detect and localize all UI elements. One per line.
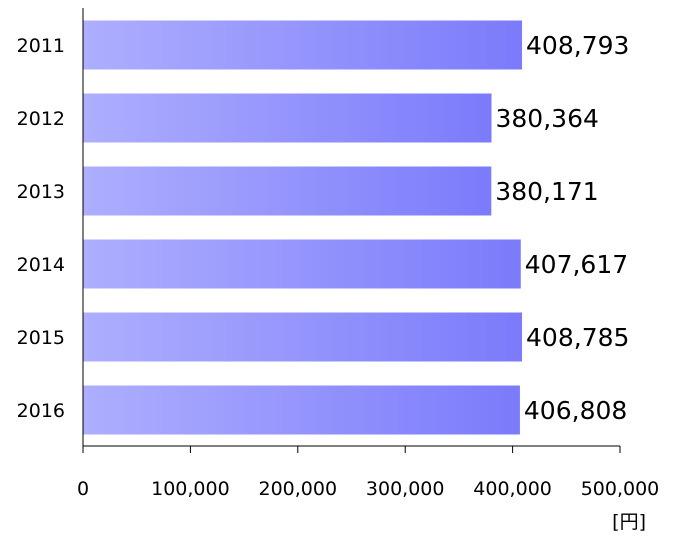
bar-2011 [83,20,523,70]
x-tick-label-100000: 100,000 [151,478,230,500]
category-label-2013: 2013 [17,181,65,203]
bar-2013 [83,166,492,216]
bar-2014 [83,239,521,289]
value-label-2013: 380,171 [495,177,598,206]
category-label-2011: 2011 [17,35,65,57]
bar-2015 [83,312,523,362]
value-label-2016: 406,808 [524,396,627,425]
bar-2012 [83,93,492,143]
category-label-2012: 2012 [17,108,65,130]
category-label-2015: 2015 [17,327,65,349]
x-tick-label-200000: 200,000 [259,478,338,500]
x-tick-label-400000: 400,000 [473,478,552,500]
bar-2016 [83,385,520,435]
x-tick-label-300000: 300,000 [366,478,445,500]
x-tick-label-500000: 500,000 [581,478,660,500]
value-label-2015: 408,785 [526,323,629,352]
unit-label: [円] [612,511,646,533]
value-label-2014: 407,617 [525,250,628,279]
category-label-2014: 2014 [17,254,65,276]
category-label-2016: 2016 [17,400,65,422]
value-label-2012: 380,364 [496,104,599,133]
x-tick-label-0: 0 [77,478,89,500]
value-label-2011: 408,793 [526,31,629,60]
